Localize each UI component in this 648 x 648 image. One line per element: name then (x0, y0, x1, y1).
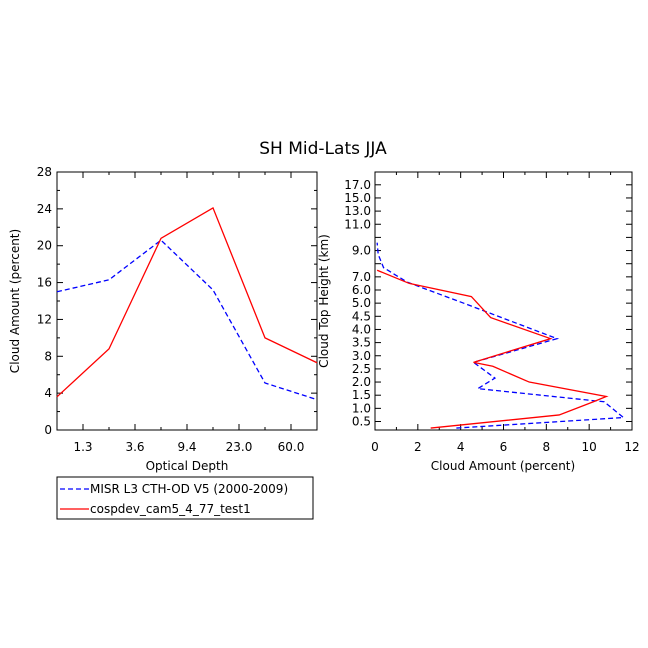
left-x-tick-label: 9.4 (177, 440, 196, 454)
left-y-axis-label: Cloud Amount (percent) (8, 229, 22, 373)
right-panel: 0.51.01.52.02.53.03.54.04.55.06.07.0 9.0 1… (317, 171, 640, 473)
left-y-tick-label: 0 (44, 423, 52, 437)
right-y-tick-label: 4.5 (352, 309, 371, 323)
right-plot-frame (374, 171, 633, 431)
right-x-tick-label: 0 (371, 440, 379, 454)
right-y-tick-label: 2.5 (352, 362, 371, 376)
left-series (56, 206, 318, 401)
left-y-tick-label: 8 (44, 349, 52, 363)
left-x-ticks: 1.3 3.6 9.4 23.0 60.0 (56, 172, 318, 454)
right-y-tick-label: 3.0 (352, 349, 371, 363)
left-x-tick-label: 23.0 (226, 440, 253, 454)
right-x-ticks: 0 2 4 6 8 10 12 (371, 172, 640, 454)
left-series-misr-line (56, 239, 318, 401)
right-y-ticks: 0.51.01.52.02.53.03.54.04.55.06.07.0 9.0 1… (344, 178, 632, 429)
left-x-tick-label: 3.6 (125, 440, 144, 454)
right-x-tick-label: 12 (624, 440, 639, 454)
left-x-tick-label: 1.3 (73, 440, 92, 454)
right-x-tick-label: 4 (457, 440, 465, 454)
left-y-tick-label: 28 (37, 165, 52, 179)
right-x-tick-label: 10 (582, 440, 597, 454)
right-y-tick-label: 3.5 (352, 336, 371, 350)
left-y-tick-label: 16 (37, 276, 52, 290)
right-y-tick-label: 4.0 (352, 322, 371, 336)
left-y-tick-label: 24 (37, 202, 52, 216)
right-y-tick-label: 17.0 (344, 178, 371, 192)
left-y-tick-label: 4 (44, 386, 52, 400)
right-y-tick-label: 13.0 (344, 204, 371, 218)
right-y-tick-label: 0.5 (352, 415, 371, 429)
left-x-axis-label: Optical Depth (146, 459, 229, 473)
right-y-tick-label: 6.0 (352, 283, 371, 297)
left-y-ticks: 0 4 8 12 16 20 24 28 (37, 165, 317, 437)
chart-title: SH Mid-Lats JJA (259, 139, 387, 159)
right-y-axis-label: Cloud Top Height (km) (317, 234, 331, 368)
left-panel: 0 4 8 12 16 20 24 28 1.3 3.6 9.4 23.0 60.0 Optical … (8, 165, 318, 473)
left-x-tick-label: 60.0 (278, 440, 305, 454)
right-y-tick-label: 15.0 (344, 191, 371, 205)
legend: MISR L3 CTH-OD V5 (2000-2009) cospdev_ca… (56, 476, 314, 520)
right-series (376, 242, 626, 429)
right-y-tick-label: 7.0 (352, 270, 371, 284)
right-y-tick-label: 9.0 (352, 244, 371, 258)
left-plot-frame (56, 171, 318, 431)
left-y-tick-label: 20 (37, 239, 52, 253)
right-series-model-line (376, 269, 609, 429)
right-y-tick-label: 11.0 (344, 217, 371, 231)
right-x-tick-label: 8 (543, 440, 551, 454)
right-y-tick-label: 1.5 (352, 388, 371, 402)
right-x-tick-label: 6 (500, 440, 508, 454)
left-y-tick-label: 12 (37, 312, 52, 326)
legend-label-model: cospdev_cam5_4_77_test1 (90, 502, 251, 516)
right-y-tick-label: 2.0 (352, 375, 371, 389)
legend-label-misr: MISR L3 CTH-OD V5 (2000-2009) (90, 482, 288, 496)
legend-box (56, 476, 314, 520)
right-x-tick-label: 2 (414, 440, 422, 454)
right-series-misr-line (376, 242, 626, 429)
left-series-model-line (56, 206, 318, 398)
right-y-tick-label: 1.0 (352, 401, 371, 415)
right-y-tick-label: 5.0 (352, 296, 371, 310)
right-x-axis-label: Cloud Amount (percent) (431, 459, 575, 473)
